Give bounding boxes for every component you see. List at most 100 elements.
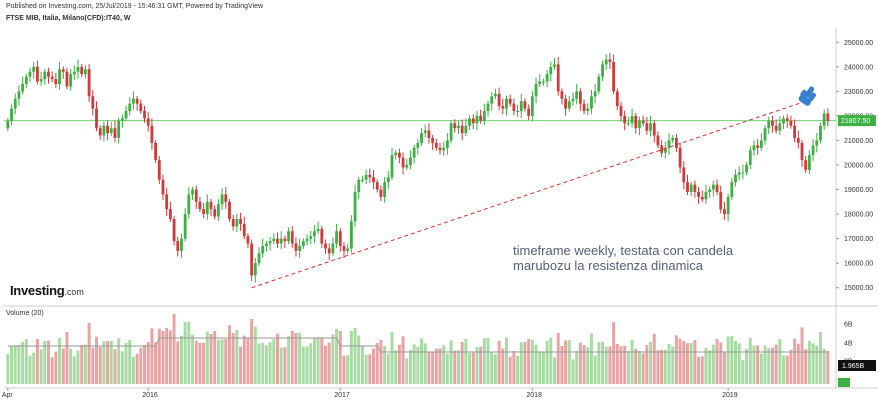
- volume-bar: [493, 354, 497, 384]
- candle-body: [183, 214, 187, 239]
- volume-bar: [346, 355, 350, 384]
- volume-bar: [224, 339, 228, 384]
- candle-body: [615, 91, 619, 107]
- chart-annotation: timeframe weekly, testata con candela ma…: [513, 243, 733, 273]
- volume-bar: [117, 338, 121, 384]
- candle-body: [682, 167, 686, 183]
- candle-body: [187, 194, 191, 215]
- volume-bar: [320, 338, 324, 384]
- price-tick-label: 16000.00: [844, 261, 873, 268]
- volume-bar: [782, 355, 785, 384]
- volume-moving-average: [7, 337, 828, 353]
- candle-body: [265, 243, 268, 246]
- candle-body: [793, 125, 797, 138]
- volume-bar: [338, 331, 342, 384]
- volume-bar: [490, 352, 494, 384]
- candle-body: [165, 194, 169, 210]
- candle-body: [785, 118, 789, 121]
- volume-bar: [120, 351, 124, 384]
- candle-body: [420, 133, 423, 143]
- volume-bar: [80, 345, 84, 384]
- volume-bar: [512, 351, 516, 384]
- candle-body: [649, 123, 652, 131]
- candle-body: [39, 79, 43, 82]
- volume-bar: [91, 347, 95, 384]
- volume-bar: [383, 346, 387, 384]
- candle-body: [95, 108, 98, 129]
- candle-body: [342, 246, 346, 251]
- candle-body: [106, 125, 109, 134]
- candle-body: [47, 71, 50, 77]
- candle-body: [719, 192, 723, 210]
- candle-body: [601, 64, 604, 77]
- candle-body: [737, 172, 741, 175]
- candle-body: [172, 219, 176, 242]
- candle-body: [815, 140, 819, 146]
- volume-pane-label: Volume (20): [6, 310, 44, 317]
- logo-name: Investing: [10, 283, 65, 298]
- volume-bar: [674, 335, 678, 384]
- candle-body: [113, 128, 117, 138]
- candle-body: [361, 179, 364, 181]
- price-tick-label: 25000.00: [844, 40, 873, 47]
- volume-bar: [54, 351, 58, 384]
- volume-bar: [704, 348, 708, 384]
- volume-bar: [109, 340, 113, 384]
- volume-bar: [538, 352, 542, 384]
- candle-body: [553, 64, 556, 67]
- volume-bar: [165, 328, 169, 384]
- volume-bar: [708, 350, 712, 384]
- candle-body: [612, 61, 616, 92]
- volume-bar: [778, 339, 782, 384]
- volume-bar: [50, 357, 54, 384]
- candle-body: [364, 174, 368, 180]
- candle-body: [501, 106, 505, 109]
- volume-bar: [420, 338, 424, 384]
- volume-bar: [527, 339, 531, 384]
- volume-bar: [449, 340, 453, 384]
- volume-bar: [375, 343, 379, 384]
- volume-bar: [405, 358, 409, 384]
- candle-body: [704, 192, 708, 200]
- volume-bar: [623, 346, 627, 384]
- candle-body: [564, 98, 567, 109]
- candle-body: [693, 184, 697, 192]
- volume-bar: [416, 346, 420, 384]
- volume-bar: [774, 344, 778, 384]
- candle-body: [205, 201, 209, 215]
- candle-body: [335, 231, 338, 244]
- candle-body: [523, 101, 527, 109]
- candle-body: [571, 98, 575, 102]
- candle-body: [139, 103, 143, 111]
- candle-body: [290, 231, 294, 244]
- volume-bar: [76, 350, 80, 384]
- volume-bar: [479, 346, 483, 384]
- current-price-label: 21807.50: [841, 118, 870, 125]
- candle-body: [287, 231, 290, 242]
- volume-bar: [634, 348, 638, 384]
- volume-bar: [678, 338, 682, 384]
- volume-bar: [231, 333, 235, 384]
- volume-bar: [198, 343, 202, 384]
- volume-bar: [818, 332, 822, 384]
- candle-body: [242, 223, 246, 237]
- volume-bar: [556, 333, 560, 384]
- candle-body: [771, 120, 774, 126]
- volume-bar: [239, 346, 243, 384]
- candle-body: [216, 204, 220, 217]
- candle-body: [246, 236, 250, 244]
- price-tick-label: 24000.00: [844, 64, 873, 71]
- candle-body: [619, 106, 623, 116]
- candle-body: [534, 84, 538, 97]
- candle-body: [538, 81, 542, 84]
- candle-body: [91, 96, 95, 109]
- candle-body: [663, 147, 667, 153]
- candle-body: [767, 120, 771, 129]
- candle-body: [150, 125, 154, 143]
- volume-bar: [250, 319, 254, 384]
- candle-body: [390, 155, 394, 178]
- candle-body: [128, 103, 132, 111]
- candle-body: [590, 96, 593, 109]
- candle-body: [586, 108, 590, 111]
